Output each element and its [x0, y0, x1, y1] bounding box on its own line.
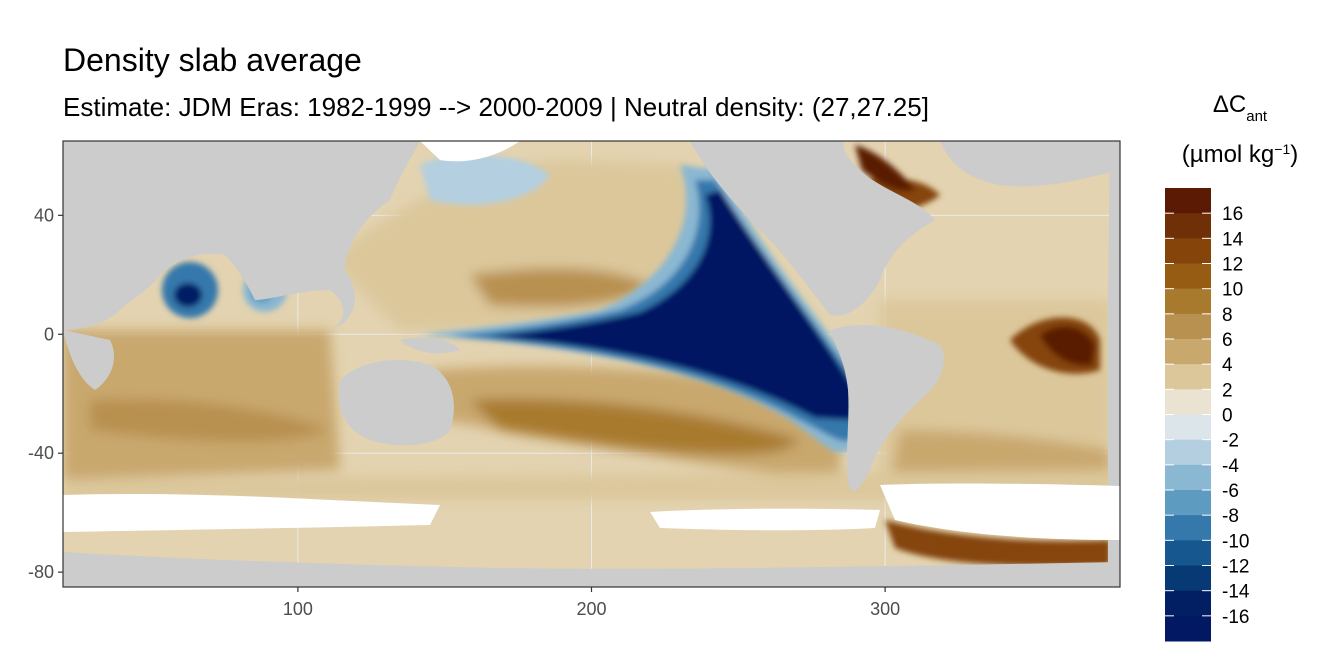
- land-greenland: [940, 141, 1120, 187]
- land-antarctica: [63, 552, 1120, 587]
- land-africa-eurasia: [63, 141, 420, 330]
- legend-swatch: [1165, 364, 1211, 390]
- nodata-southern-ocean-atlantic: [880, 483, 1120, 540]
- field-indian-band: [90, 399, 330, 442]
- labrador-patch: [855, 145, 915, 192]
- legend-label: 10: [1222, 280, 1243, 301]
- legend-label: 8: [1222, 305, 1233, 326]
- legend-swatch: [1165, 439, 1211, 466]
- legend-label: -14: [1222, 582, 1250, 603]
- legend-unit-open: (µmol kg: [1182, 141, 1275, 168]
- y-tick-label: -80: [28, 562, 54, 582]
- legend-swatch: [1165, 263, 1211, 290]
- legend-swatch: [1165, 490, 1211, 516]
- legend-labels: 16 14 12 10 8 6 4 2 0 -2 -4 -6 -8 -10 -12 -14 -16: [1222, 204, 1250, 628]
- okhotsk-patch: [420, 154, 550, 205]
- nodata-southern-ocean-indian: [63, 493, 440, 532]
- legend-label: 12: [1222, 255, 1243, 276]
- legend-label: -8: [1222, 506, 1239, 527]
- land-southern-africa: [63, 330, 115, 390]
- legend-unit: (µmol kg−1): [1182, 141, 1298, 168]
- tongue-core: [490, 190, 855, 420]
- nodata-ross-sea: [650, 508, 880, 531]
- legend-label: 16: [1222, 204, 1243, 225]
- y-tick-label: 40: [34, 205, 54, 225]
- legend-swatch: [1165, 615, 1211, 642]
- legend-label: -6: [1222, 481, 1239, 502]
- legend-swatch: [1165, 313, 1211, 340]
- legend-swatch: [1165, 414, 1211, 441]
- legend-label: -2: [1222, 431, 1239, 452]
- y-tick-label: -40: [28, 443, 54, 463]
- land-australia: [338, 360, 454, 446]
- legend-swatch: [1165, 590, 1211, 617]
- legend-label: -16: [1222, 607, 1249, 628]
- legend: ΔCant (µmol kg−1) 16 14 12 10 8 6 4 2 0 -2 -4 -6 -8 -…: [1165, 91, 1298, 642]
- land-new-guinea: [400, 337, 460, 354]
- legend-title-main: ΔC: [1213, 91, 1246, 118]
- legend-unit-close: ): [1290, 141, 1298, 168]
- pacific-negative-tongue: [420, 165, 860, 453]
- weddell-patch: [885, 520, 1110, 567]
- x-tick-label: 200: [576, 599, 606, 619]
- land-europe-africa-east: [1108, 141, 1120, 587]
- legend-label: -10: [1222, 531, 1249, 552]
- land-north-america: [690, 141, 935, 316]
- legend-label: -12: [1222, 557, 1249, 578]
- chart-subtitle: Estimate: JDM Eras: 1982-1999 --> 2000-2…: [63, 92, 929, 122]
- legend-swatch: [1165, 389, 1211, 415]
- land-south-america: [830, 325, 944, 491]
- field-north-pacific-band: [470, 268, 650, 307]
- x-tick-label: 300: [870, 599, 900, 619]
- legend-title-sub: ant: [1246, 108, 1268, 125]
- legend-label: 2: [1222, 380, 1233, 401]
- legend-swatch: [1165, 565, 1211, 592]
- legend-label: 14: [1222, 229, 1244, 250]
- arabian-sea-core: [174, 283, 202, 307]
- legend-title: ΔCant: [1213, 91, 1268, 125]
- no-data: [63, 141, 1120, 540]
- legend-swatch: [1165, 339, 1211, 365]
- legend-swatch: [1165, 188, 1211, 214]
- legend-swatch: [1165, 288, 1211, 315]
- nodata-arctic-pacific: [420, 141, 520, 162]
- legend-swatch: [1165, 213, 1211, 239]
- legend-swatch: [1165, 515, 1211, 541]
- gulf-of-guinea-core: [1040, 326, 1095, 366]
- field-south-pacific-core: [470, 399, 800, 455]
- legend-label: -4: [1222, 456, 1239, 477]
- y-tick-label: 0: [44, 324, 54, 344]
- x-tick-label: 100: [283, 599, 313, 619]
- land: [63, 141, 1120, 587]
- legend-swatch: [1165, 540, 1211, 566]
- legend-label: 0: [1222, 406, 1233, 427]
- legend-swatch: [1165, 238, 1211, 264]
- x-axis: 100 200 300: [283, 587, 900, 619]
- y-axis: 40 0 -40 -80: [28, 205, 63, 582]
- legend-label: 6: [1222, 330, 1233, 351]
- legend-swatch: [1165, 464, 1211, 491]
- legend-label: 4: [1222, 355, 1233, 376]
- map-layer: [63, 141, 1120, 587]
- legend-colorbar: [1165, 188, 1211, 642]
- legend-unit-sup: −1: [1274, 141, 1290, 157]
- chart-title: Density slab average: [63, 42, 362, 78]
